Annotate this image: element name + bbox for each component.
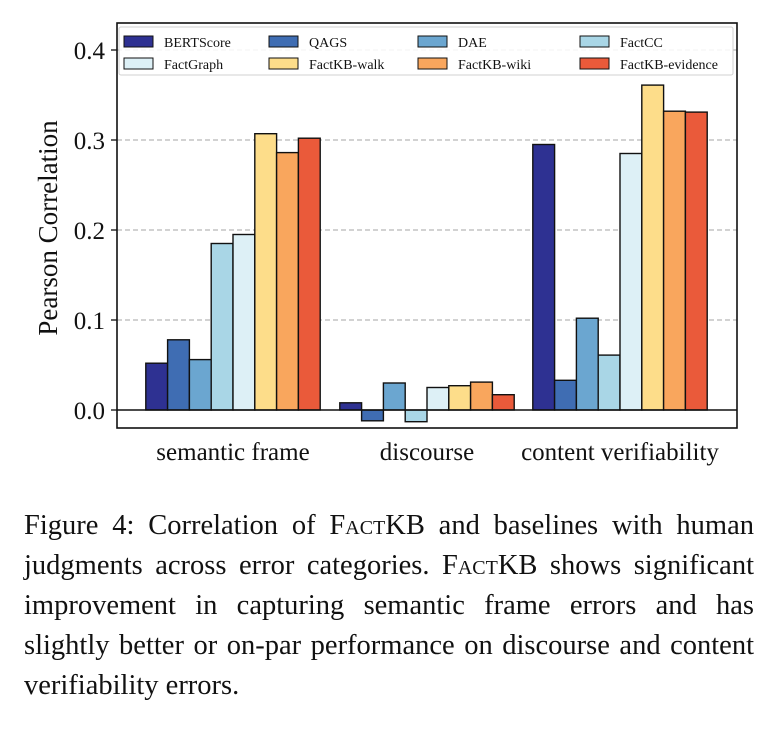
bar-chart: 0.0 0.1 0.2 0.3 0.4 semantic frame discourse co… xyxy=(33,22,738,466)
bar-factcc-0 xyxy=(210,242,234,411)
legend-swatch xyxy=(579,35,610,48)
x-tick-label: content verifiability xyxy=(521,439,719,466)
bar-qags-2 xyxy=(553,379,578,411)
legend-swatch xyxy=(417,35,448,48)
bar-factgraph-0 xyxy=(232,233,256,411)
caption-text-1: Correlation of xyxy=(134,510,330,541)
caption-model-name-2: FactKB xyxy=(441,550,538,581)
legend: BERTScore QAGS DAE FactCC FactGraph FactKB-wa… xyxy=(118,26,734,76)
bar-factkb-walk-1 xyxy=(448,385,472,411)
bar-dae-2 xyxy=(575,317,599,411)
caption-text-2: and baselines with human judgments acros… xyxy=(24,510,754,581)
caption-model-name: FactKB xyxy=(329,510,425,541)
y-tick-label: 0.2 xyxy=(74,218,105,245)
legend-swatch xyxy=(123,57,154,70)
bar-factkb-evidence-1 xyxy=(491,394,515,411)
bar-factkb-walk-2 xyxy=(641,84,665,411)
bar-bertscore-2 xyxy=(532,143,556,411)
axes: 0.0 0.1 0.2 0.3 0.4 semantic frame discourse co… xyxy=(74,22,738,466)
y-axis-label: Pearson Correlation xyxy=(33,120,63,336)
bar-factkb-wiki-0 xyxy=(275,151,300,411)
bar-bertscore-1 xyxy=(339,402,363,411)
legend-label: QAGS xyxy=(309,36,347,51)
legend-label: DAE xyxy=(458,36,487,51)
y-tick-label: 0.1 xyxy=(74,308,105,335)
figure-caption: Figure 4: Correlation of FactKB and base… xyxy=(24,506,754,706)
bar-factkb-evidence-2 xyxy=(684,111,708,411)
y-tick-label: 0.0 xyxy=(74,398,105,425)
legend-swatch xyxy=(268,35,299,48)
bar-factkb-evidence-0 xyxy=(297,137,321,411)
bar-factkb-wiki-2 xyxy=(662,110,687,411)
bars xyxy=(145,84,708,423)
bar-factgraph-1 xyxy=(426,386,450,411)
legend-label: FactKB-wiki xyxy=(458,58,531,73)
bar-factcc-2 xyxy=(597,354,621,411)
legend-label: FactKB-evidence xyxy=(620,58,718,73)
legend-label: BERTScore xyxy=(164,36,231,51)
bar-dae-1 xyxy=(382,382,406,411)
bar-dae-0 xyxy=(188,358,212,411)
bar-qags-0 xyxy=(166,339,191,411)
plot-frame xyxy=(116,22,738,429)
legend-swatch xyxy=(123,35,154,48)
x-tick-label: discourse xyxy=(380,439,474,466)
bar-factcc-1 xyxy=(404,409,428,423)
y-tick-label: 0.3 xyxy=(74,128,105,155)
bar-bertscore-0 xyxy=(145,362,169,411)
legend-swatch xyxy=(268,57,299,70)
x-tick-label: semantic frame xyxy=(156,439,309,466)
bar-factkb-wiki-1 xyxy=(469,381,494,411)
legend-swatch xyxy=(417,57,448,70)
caption-label: Figure 4: xyxy=(24,510,135,541)
caption-text-3: shows significant improvement in capturi… xyxy=(24,550,755,701)
legend-label: FactCC xyxy=(620,36,663,51)
y-tick-label: 0.4 xyxy=(74,38,106,65)
legend-label: FactKB-walk xyxy=(309,58,384,73)
legend-swatch xyxy=(579,57,610,70)
bar-factkb-walk-0 xyxy=(254,132,278,411)
bar-factgraph-2 xyxy=(619,152,643,411)
legend-label: FactGraph xyxy=(164,58,223,73)
bar-qags-1 xyxy=(360,409,385,422)
